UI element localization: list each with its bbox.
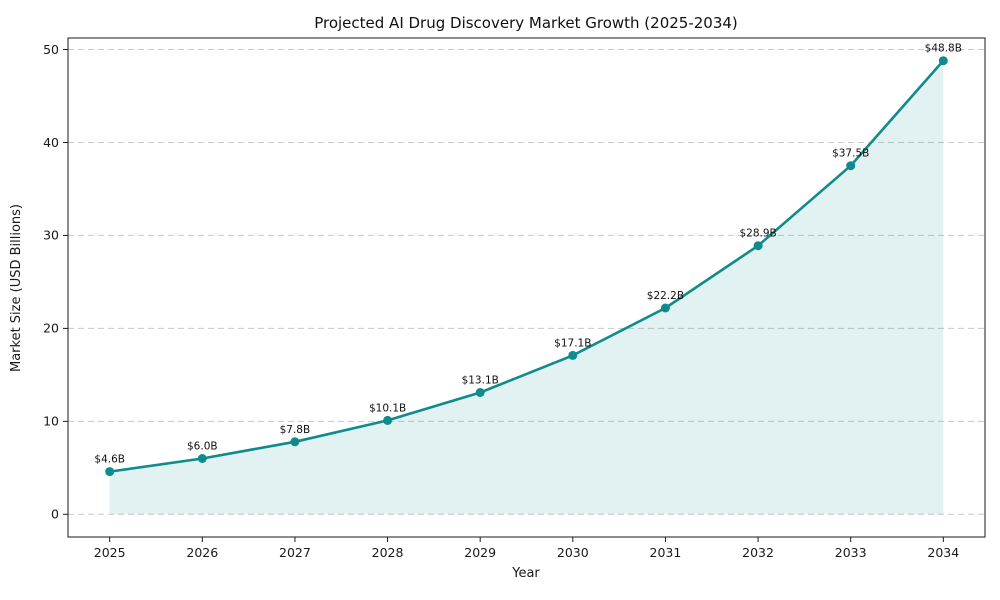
x-tick-label: 2033	[835, 545, 867, 560]
data-point-marker	[753, 241, 763, 251]
data-point-marker	[383, 415, 393, 425]
y-tick-label: 40	[43, 135, 59, 150]
plot-border	[67, 37, 986, 538]
trend-line-path	[108, 59, 945, 473]
data-point-label: $10.1B	[369, 402, 406, 414]
gridlines	[68, 49, 985, 515]
y-tick-label: 30	[43, 228, 59, 243]
y-tick-label: 20	[43, 321, 59, 336]
x-tick-label: 2028	[372, 545, 404, 560]
y-tick-label: 10	[43, 414, 59, 429]
data-point-label: $13.1B	[462, 375, 499, 387]
data-point-label: $17.1B	[554, 337, 591, 349]
chart-title: Projected AI Drug Discovery Market Growt…	[314, 14, 738, 32]
data-point-label: $7.8B	[280, 424, 311, 436]
point-labels: $4.6B $6.0B $7.8B $10.1B $13.1B $17.1B $22.2B $…	[94, 43, 962, 466]
x-tick-label: 2034	[927, 545, 959, 560]
data-point-marker	[197, 454, 207, 463]
x-tick-label: 2026	[186, 545, 218, 560]
y-tick-label: 50	[43, 42, 59, 57]
data-points	[105, 56, 948, 477]
data-point-marker	[568, 350, 578, 360]
data-point-label: $22.2B	[647, 290, 684, 302]
data-point-marker	[105, 467, 115, 477]
data-point-marker	[846, 161, 856, 171]
axes: 2025 2026 2027 2028 2029 2030 2031 2032 2033 2034…	[43, 37, 986, 560]
x-tick-label: 2031	[650, 545, 682, 560]
data-point-label: $4.6B	[94, 454, 125, 466]
x-tick-label: 2030	[557, 545, 589, 560]
x-tick-label: 2032	[742, 545, 774, 560]
data-point-marker	[938, 56, 948, 66]
data-point-label: $6.0B	[187, 441, 218, 453]
y-axis-label: Market Size (USD Billions)	[9, 204, 24, 372]
x-tick-label: 2027	[279, 545, 311, 560]
data-point-marker	[660, 303, 670, 313]
area-fill-shape	[109, 60, 944, 515]
area-fill	[109, 60, 944, 515]
data-point-label: $28.9B	[739, 228, 776, 240]
x-tick-label: 2029	[464, 545, 496, 560]
y-tick-label: 0	[51, 507, 59, 522]
data-point-marker	[475, 388, 485, 397]
trend-line	[108, 59, 945, 473]
x-tick-label: 2025	[94, 545, 126, 560]
data-point-label: $48.8B	[925, 43, 962, 55]
x-axis-label: Year	[511, 566, 540, 581]
data-point-marker	[290, 437, 300, 447]
data-point-label: $37.5B	[832, 148, 869, 160]
